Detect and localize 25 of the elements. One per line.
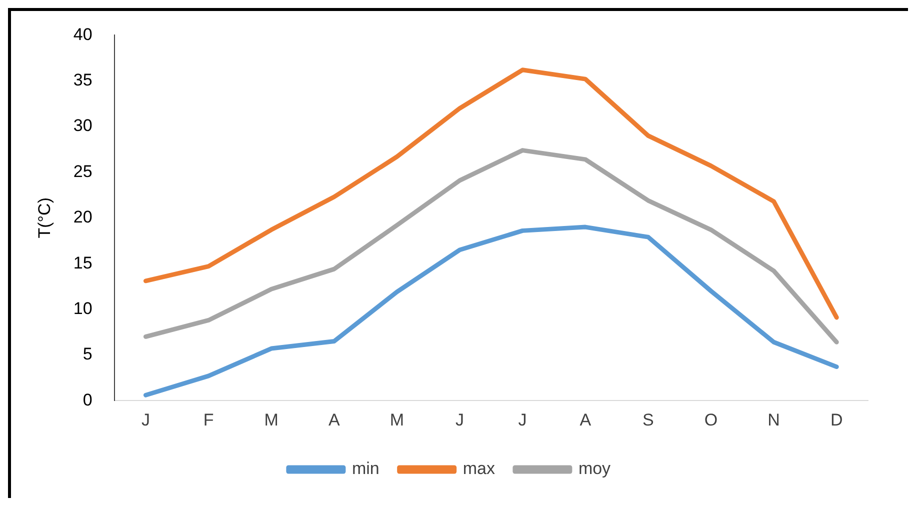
x-tick-label: M xyxy=(264,410,278,430)
y-tick-label: 25 xyxy=(73,162,92,181)
x-tick-label: F xyxy=(203,410,214,430)
x-tick-label: J xyxy=(518,410,527,430)
y-axis-title: T(°C) xyxy=(34,198,54,238)
legend-label: min xyxy=(352,459,380,478)
x-tick-label: J xyxy=(456,410,464,430)
y-tick-label: 40 xyxy=(73,24,92,44)
x-tick-label: M xyxy=(390,410,404,430)
y-tick-label: 10 xyxy=(73,298,92,318)
legend-label: max xyxy=(462,459,496,478)
y-tick-label: 30 xyxy=(73,116,92,136)
legend-label: moy xyxy=(578,459,612,478)
y-tick-label: 5 xyxy=(82,344,92,364)
x-tick-label: A xyxy=(328,410,340,430)
x-tick-label: N xyxy=(768,410,780,430)
y-tick-label: 15 xyxy=(73,253,92,272)
x-tick-label: D xyxy=(830,410,843,430)
x-tick-label: O xyxy=(704,410,718,430)
x-tick-label: J xyxy=(141,410,150,430)
y-tick-label: 35 xyxy=(73,70,92,90)
y-tick-label: 0 xyxy=(82,390,92,410)
x-tick-label: A xyxy=(580,410,592,430)
x-tick-label: S xyxy=(642,410,654,430)
y-tick-label: 20 xyxy=(73,208,92,227)
